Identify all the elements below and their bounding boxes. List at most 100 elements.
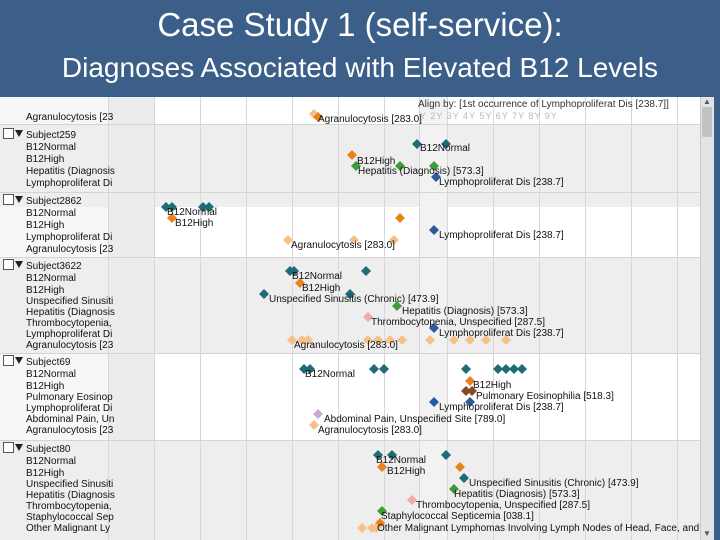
event-diamond-marker[interactable]	[379, 364, 389, 374]
event-annotation: B12Normal	[376, 455, 427, 466]
event-diamond-marker[interactable]	[441, 139, 451, 149]
event-diamond-marker[interactable]	[369, 364, 379, 374]
event-diamond-marker[interactable]	[347, 150, 357, 160]
event-diamond-marker[interactable]	[397, 335, 407, 345]
event-diamond-marker[interactable]	[161, 202, 171, 212]
event-diamond-marker[interactable]	[167, 202, 177, 212]
event-diamond-marker[interactable]	[429, 161, 439, 171]
event-annotation: Lymphoproliferat Dis [238.7]	[439, 402, 564, 413]
event-diamond-marker[interactable]	[461, 364, 471, 374]
event-diamond-marker[interactable]	[305, 364, 315, 374]
event-diamond-marker[interactable]	[455, 462, 465, 472]
event-diamond-marker[interactable]	[198, 202, 208, 212]
subject-checkbox[interactable]	[3, 128, 14, 139]
event-diamond-marker[interactable]	[441, 450, 451, 460]
grid-line	[677, 97, 678, 540]
event-diamond-marker[interactable]	[517, 364, 527, 374]
event-diamond-marker[interactable]	[303, 335, 313, 345]
event-diamond-marker[interactable]	[395, 161, 405, 171]
event-diamond-marker[interactable]	[395, 213, 405, 223]
event-diamond-marker[interactable]	[287, 335, 297, 345]
row-label: Staphylococcal Sep	[26, 512, 114, 523]
event-diamond-marker[interactable]	[481, 335, 491, 345]
event-diamond-marker[interactable]	[371, 523, 381, 533]
event-diamond-marker[interactable]	[501, 335, 511, 345]
subject-label[interactable]: Subject259	[26, 130, 77, 141]
event-annotation: Other Malignant Lymphomas Involving Lymp…	[377, 523, 720, 534]
event-diamond-marker[interactable]	[289, 266, 299, 276]
row-label: Thrombocytopenia,	[26, 501, 112, 512]
event-diamond-marker[interactable]	[345, 289, 355, 299]
event-diamond-marker[interactable]	[363, 335, 373, 345]
subject-label[interactable]: Subject69	[26, 357, 71, 368]
scroll-down-icon[interactable]: ▼	[703, 529, 711, 538]
event-diamond-marker[interactable]	[449, 335, 459, 345]
collapse-triangle-icon[interactable]	[15, 261, 23, 268]
event-diamond-marker[interactable]	[387, 450, 397, 460]
subject-checkbox[interactable]	[3, 355, 14, 366]
event-diamond-marker[interactable]	[309, 420, 319, 430]
event-diamond-marker[interactable]	[363, 312, 373, 322]
event-diamond-marker[interactable]	[412, 139, 422, 149]
event-diamond-marker[interactable]	[377, 506, 387, 516]
grid-line	[108, 97, 109, 540]
collapse-triangle-icon[interactable]	[15, 357, 23, 364]
subject-checkbox[interactable]	[3, 194, 14, 205]
event-annotation: B12High	[473, 380, 512, 391]
event-diamond-marker[interactable]	[392, 301, 402, 311]
event-diamond-marker[interactable]	[351, 161, 361, 171]
event-annotation: Thrombocytopenia, Unspecified [287.5]	[371, 317, 545, 328]
event-diamond-marker[interactable]	[429, 397, 439, 407]
event-annotation: Lymphoproliferat Dis [238.7]	[439, 230, 564, 241]
event-diamond-marker[interactable]	[429, 323, 439, 333]
event-diamond-marker[interactable]	[349, 235, 359, 245]
align-by-label[interactable]: Align by: [1st occurrence of Lymphoproli…	[418, 99, 669, 110]
event-diamond-marker[interactable]	[431, 172, 441, 182]
subject-checkbox[interactable]	[3, 259, 14, 270]
event-diamond-marker[interactable]	[465, 335, 475, 345]
event-diamond-marker[interactable]	[204, 202, 214, 212]
event-diamond-marker[interactable]	[509, 364, 519, 374]
event-diamond-marker[interactable]	[283, 235, 293, 245]
event-diamond-marker[interactable]	[373, 335, 383, 345]
vertical-scrollbar[interactable]	[700, 97, 715, 540]
event-diamond-marker[interactable]	[299, 364, 309, 374]
collapse-triangle-icon[interactable]	[15, 444, 23, 451]
event-diamond-marker[interactable]	[297, 335, 307, 345]
event-diamond-marker[interactable]	[429, 225, 439, 235]
event-diamond-marker[interactable]	[465, 376, 475, 386]
scrollbar-thumb[interactable]	[702, 107, 712, 137]
scroll-up-icon[interactable]: ▲	[703, 97, 711, 106]
subject-checkbox[interactable]	[3, 442, 14, 453]
event-diamond-marker[interactable]	[167, 213, 177, 223]
alignment-band	[419, 97, 447, 540]
event-diamond-marker[interactable]	[357, 523, 367, 533]
event-diamond-marker[interactable]	[493, 364, 503, 374]
event-annotation: Staphylococcal Septicemia [038.1]	[381, 511, 534, 522]
event-diamond-marker[interactable]	[295, 278, 305, 288]
event-diamond-marker[interactable]	[407, 495, 417, 505]
event-diamond-marker[interactable]	[373, 450, 383, 460]
event-diamond-marker[interactable]	[385, 335, 395, 345]
event-annotation: Thrombocytopenia, Unspecified [287.5]	[416, 500, 590, 511]
event-diamond-marker[interactable]	[389, 235, 399, 245]
slide-title: Case Study 1 (self-service):	[157, 6, 563, 43]
event-diamond-marker[interactable]	[313, 409, 323, 419]
event-diamond-marker[interactable]	[467, 386, 477, 396]
event-diamond-marker[interactable]	[377, 462, 387, 472]
event-diamond-marker[interactable]	[459, 473, 469, 483]
collapse-triangle-icon[interactable]	[15, 130, 23, 137]
collapse-triangle-icon[interactable]	[15, 196, 23, 203]
event-diamond-marker[interactable]	[461, 386, 471, 396]
event-diamond-marker[interactable]	[361, 266, 371, 276]
subject-label[interactable]: Subject2862	[26, 196, 82, 207]
event-diamond-marker[interactable]	[259, 289, 269, 299]
subject-label[interactable]: Subject3622	[26, 261, 82, 272]
event-diamond-marker[interactable]	[501, 364, 511, 374]
event-diamond-marker[interactable]	[465, 397, 475, 407]
event-diamond-marker[interactable]	[449, 484, 459, 494]
subject-label[interactable]: Subject80	[26, 444, 71, 455]
event-diamond-marker[interactable]	[313, 112, 323, 122]
event-annotation: B12High	[387, 466, 426, 477]
event-diamond-marker[interactable]	[425, 335, 435, 345]
